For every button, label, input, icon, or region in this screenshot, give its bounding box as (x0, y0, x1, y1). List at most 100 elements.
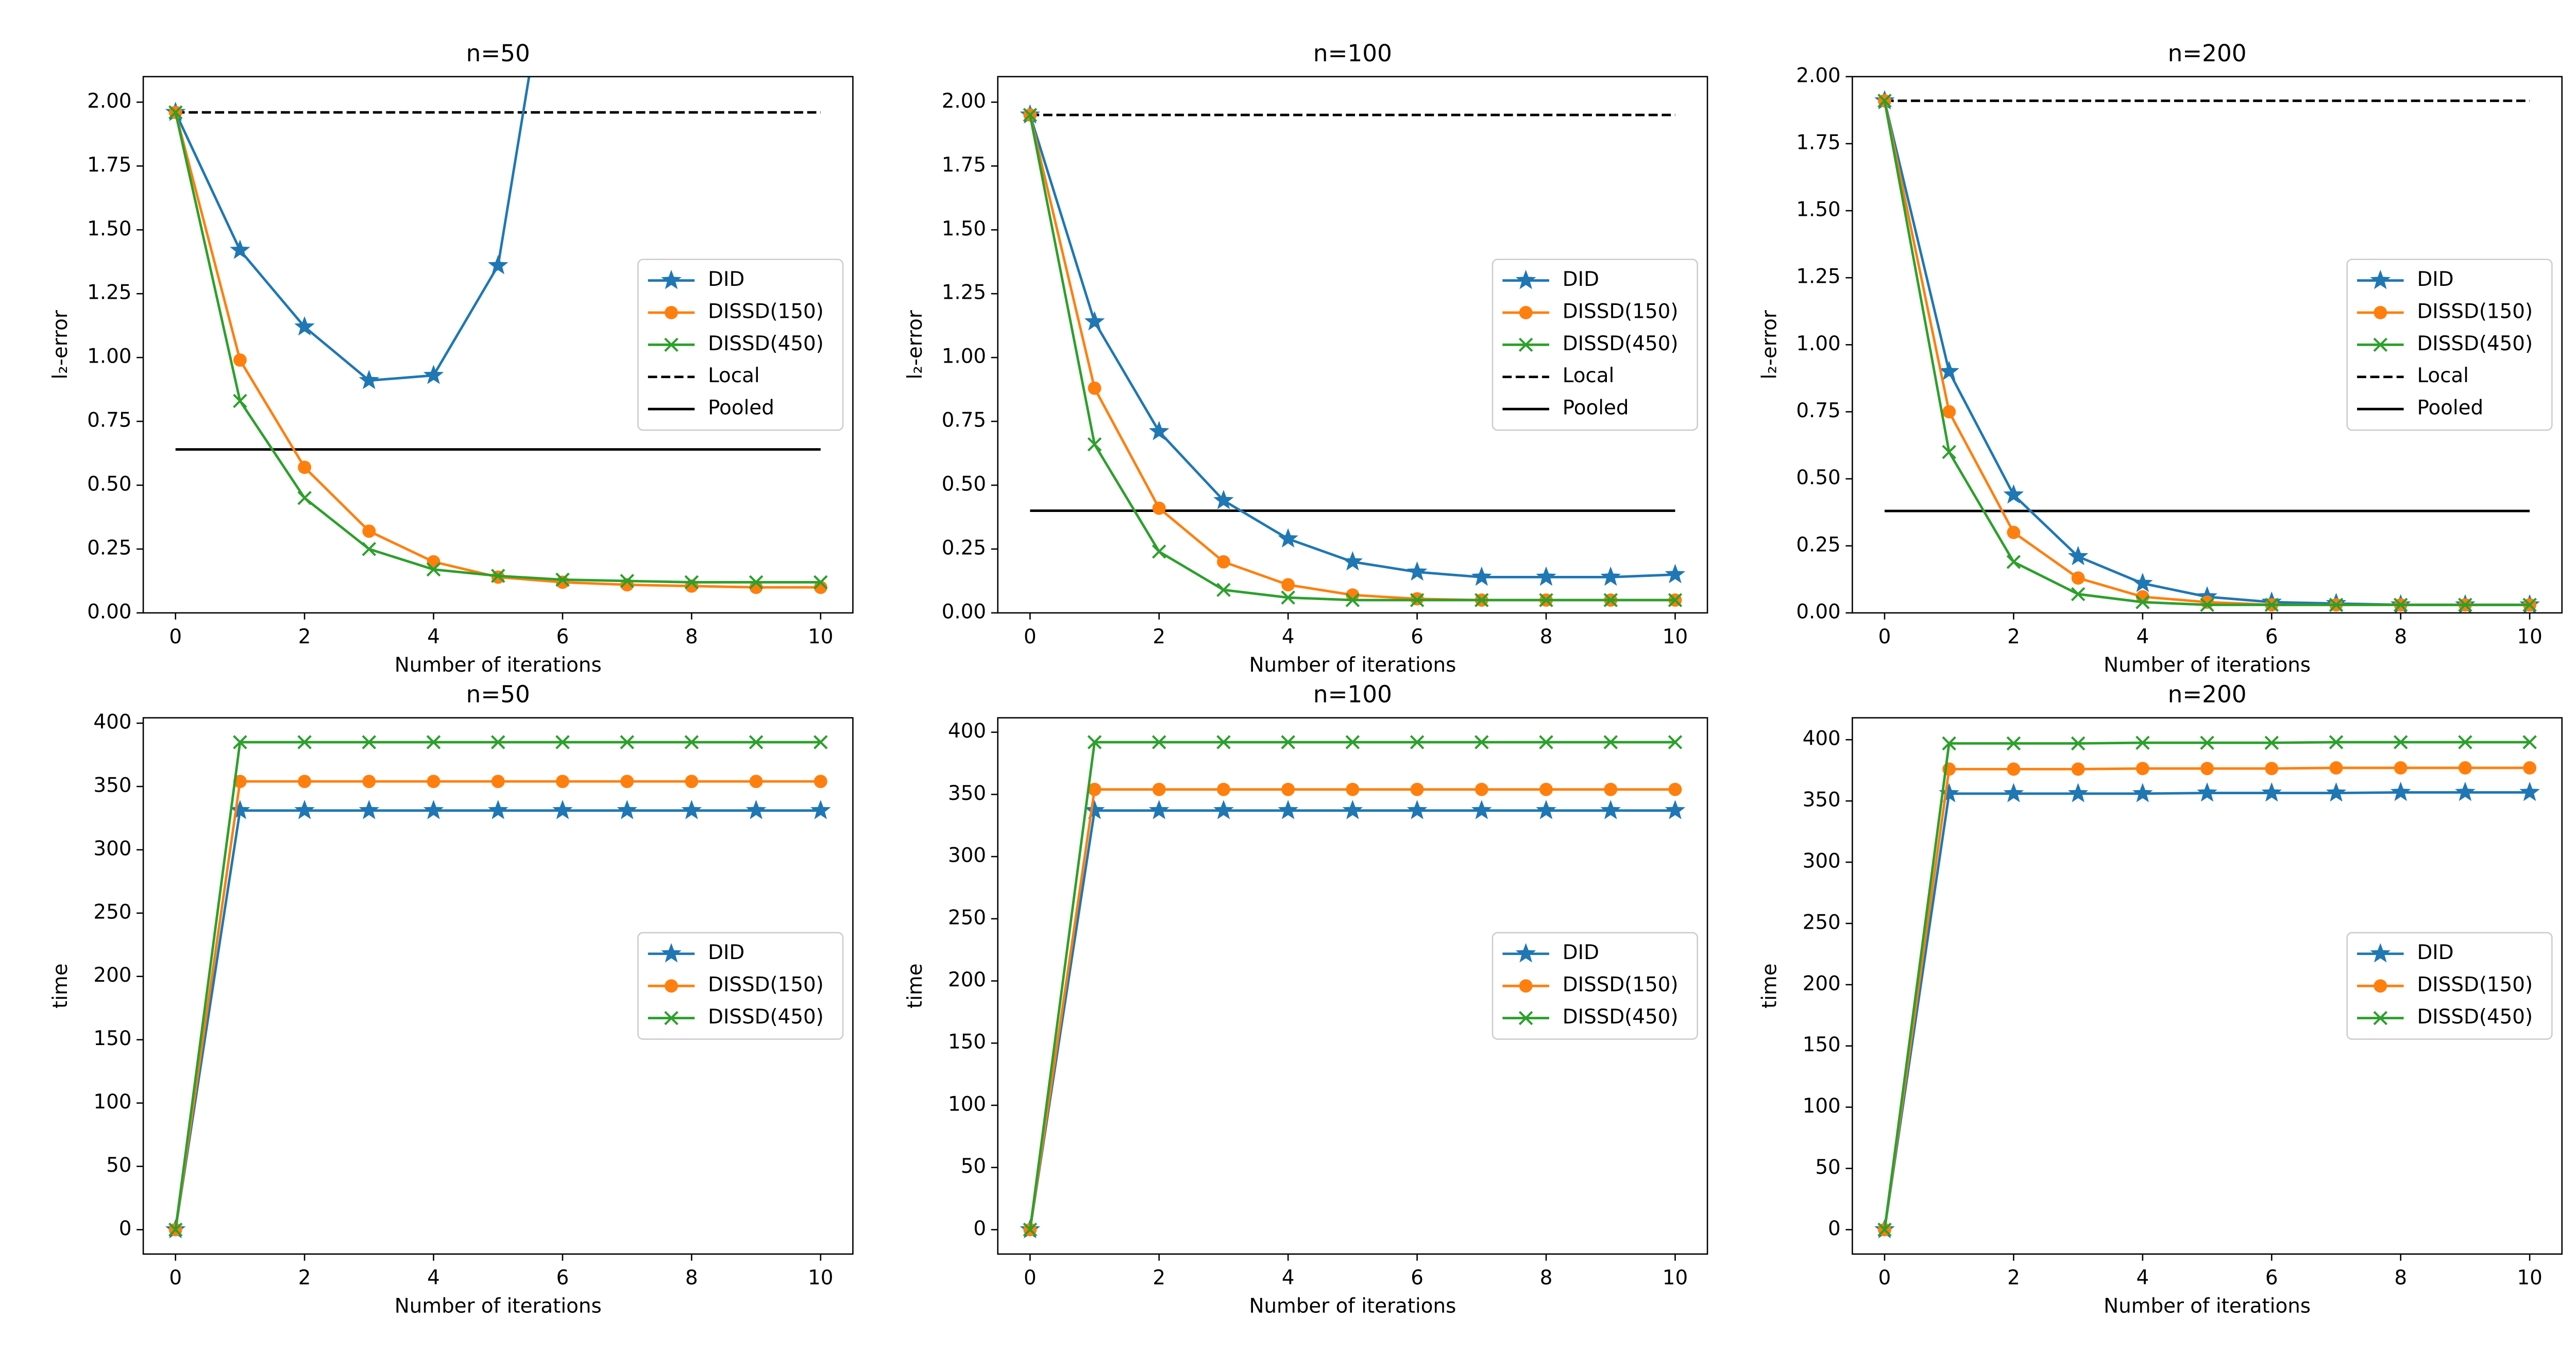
y-tick-label: 150 (93, 1027, 131, 1050)
y-axis-label: time (49, 963, 72, 1009)
y-tick-label: 0.50 (1796, 466, 1840, 489)
marker (427, 775, 440, 789)
marker (1665, 799, 1686, 819)
marker (2394, 761, 2408, 775)
y-tick-label: 1.00 (942, 345, 986, 368)
y-axis-label: l₂-error (904, 310, 927, 379)
legend-label: Local (2417, 364, 2469, 387)
marker (298, 460, 312, 474)
marker (620, 574, 634, 588)
marker (362, 735, 377, 749)
marker (491, 775, 505, 789)
y-tick-label: 100 (1803, 1095, 1841, 1118)
marker (749, 575, 764, 590)
marker (2329, 761, 2343, 775)
legend-label: DISSD(450) (2417, 332, 2533, 355)
marker (1668, 593, 1683, 607)
y-tick-label: 0.50 (942, 473, 986, 496)
axes-frame (997, 76, 1708, 614)
y-tick-label: 50 (106, 1154, 131, 1177)
legend-label: DISSD(450) (708, 332, 824, 355)
y-tick-label: 2.00 (1796, 64, 1840, 87)
x-tick-label: 4 (427, 1267, 440, 1290)
y-tick-label: 100 (948, 1092, 986, 1116)
legend-label: Pooled (2417, 397, 2483, 420)
marker (1342, 799, 1363, 819)
marker (1877, 1222, 1892, 1237)
y-axis-label: time (1758, 963, 1781, 1009)
y-tick-label: 0.25 (1796, 533, 1840, 556)
x-axis-label: Number of iterations (2104, 654, 2311, 677)
marker (1539, 782, 1553, 796)
legend-label: DISSD(450) (1563, 1005, 1679, 1029)
y-tick-label: 300 (948, 844, 986, 867)
marker (423, 799, 444, 819)
marker (684, 575, 699, 590)
marker (1475, 593, 1489, 607)
y-tick-label: 400 (93, 711, 131, 734)
axes-frame (1852, 76, 2563, 614)
marker (556, 775, 569, 789)
marker (2370, 943, 2391, 963)
marker (1942, 405, 1956, 419)
marker (1539, 735, 1553, 749)
marker (1410, 782, 1424, 796)
marker (233, 735, 247, 749)
x-axis-label: Number of iterations (1249, 1295, 1456, 1318)
legend-label: DID (1563, 941, 1599, 964)
legend-box (637, 259, 844, 431)
x-tick-label: 8 (2394, 1267, 2407, 1290)
x-tick-label: 6 (2265, 625, 2278, 648)
axes-frame (142, 76, 854, 614)
subplot-title: n=50 (466, 40, 530, 67)
x-tick-label: 8 (1540, 625, 1553, 648)
axes-frame (997, 717, 1708, 1255)
legend-label: DID (708, 268, 744, 291)
y-tick-label: 0.75 (1796, 399, 1840, 422)
marker (1151, 544, 1166, 559)
x-tick-label: 6 (2265, 1267, 2278, 1290)
marker (1281, 782, 1295, 796)
legend: DID DISSD(150) DISSD(450) Local Pooled (2346, 259, 2553, 431)
y-tick-label: 350 (1803, 789, 1841, 812)
marker (1877, 93, 1892, 108)
legend-label: DISSD(450) (2417, 1005, 2533, 1029)
marker (1603, 735, 1618, 749)
x-tick-label: 2 (298, 625, 311, 648)
x-tick-label: 2 (2007, 625, 2020, 648)
marker (684, 735, 699, 749)
legend-label: Local (1563, 364, 1615, 387)
marker (230, 799, 250, 819)
y-tick-label: 100 (93, 1090, 131, 1114)
marker (2006, 555, 2021, 569)
x-tick-label: 4 (2136, 1267, 2149, 1290)
marker (2071, 736, 2086, 751)
marker (362, 542, 377, 556)
marker (2200, 736, 2214, 750)
legend: DID DISSD(150) DISSD(450) Local Pooled (1492, 259, 1698, 431)
marker (2200, 595, 2214, 609)
x-tick-label: 0 (169, 1267, 182, 1290)
marker (297, 735, 312, 749)
y-tick-label: 200 (948, 968, 986, 992)
x-tick-label: 2 (2007, 1267, 2020, 1290)
legend-label: DISSD(150) (1563, 300, 1679, 323)
marker (749, 580, 763, 594)
marker (2003, 484, 2024, 504)
marker (1088, 782, 1101, 796)
marker (1281, 578, 1295, 592)
marker (2200, 597, 2214, 612)
x-tick-label: 0 (169, 625, 182, 648)
marker (1475, 735, 1489, 749)
subplot-title: n=200 (2168, 40, 2247, 67)
marker (620, 735, 634, 749)
marker (1668, 782, 1682, 796)
marker (1148, 799, 1170, 819)
legend-label: Pooled (1563, 397, 1629, 420)
legend-box (1492, 932, 1698, 1040)
x-tick-label: 10 (808, 625, 833, 648)
legend-label: DISSD(450) (708, 1005, 824, 1029)
marker (2370, 269, 2391, 289)
x-tick-label: 6 (1411, 1267, 1423, 1290)
